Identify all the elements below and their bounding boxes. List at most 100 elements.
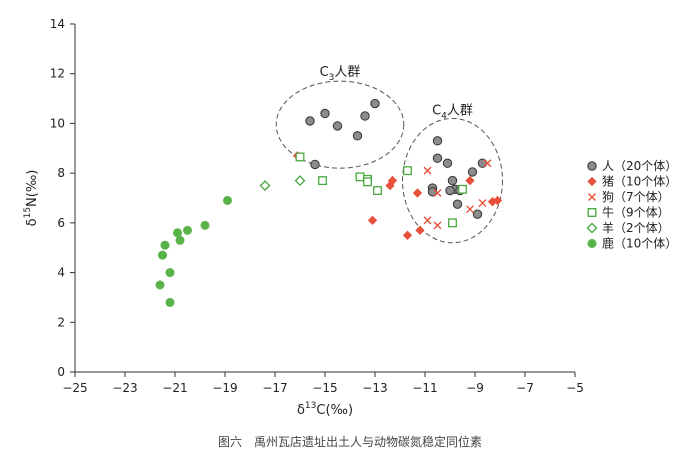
y-axis: 0 2 4 6 8 10 12 14 δ15N(‰) xyxy=(23,17,76,379)
data-point xyxy=(423,166,432,175)
x-tick-label: −15 xyxy=(312,381,337,395)
data-point xyxy=(465,175,475,186)
y-tick-label: 2 xyxy=(57,315,65,329)
data-point xyxy=(352,131,363,141)
legend-marker xyxy=(587,161,597,171)
data-point xyxy=(466,205,474,214)
legend-marker xyxy=(587,208,597,217)
y-tick-label: 10 xyxy=(50,116,65,130)
x-axis-label: δ13C(‰) xyxy=(297,401,353,418)
y-tick-label: 12 xyxy=(50,67,65,81)
group-annotations: C3人群 C4人群 xyxy=(275,65,503,244)
x-tick-label: −5 xyxy=(566,381,584,395)
data-point xyxy=(442,158,453,168)
legend-item: 猪（10个体） xyxy=(587,175,677,189)
legend-item: 牛（9个体） xyxy=(587,205,670,220)
y-tick-label: 0 xyxy=(57,365,65,379)
x-tick-label: −19 xyxy=(212,381,237,395)
data-points xyxy=(155,98,503,307)
data-point xyxy=(478,198,487,207)
x-tick-label: −21 xyxy=(162,381,187,395)
y-axis-label: δ15N(‰) xyxy=(23,170,40,227)
data-point xyxy=(467,167,478,177)
data-point xyxy=(183,225,193,235)
x-tick-label: −11 xyxy=(412,381,437,395)
data-point xyxy=(355,172,365,182)
legend: 人（20个体） 猪（10个体）狗（7个体）牛（9个体）羊（2个体）鹿（10个体） xyxy=(586,159,677,251)
data-point xyxy=(155,280,165,290)
data-point xyxy=(360,111,370,121)
data-point xyxy=(448,218,457,228)
data-point xyxy=(175,235,185,245)
data-point xyxy=(432,136,443,146)
x-tick-label: −25 xyxy=(62,381,87,395)
legend-label: 猪（10个体） xyxy=(602,175,677,189)
data-point xyxy=(373,186,382,195)
legend-label: 狗（7个体） xyxy=(602,190,670,204)
c4-group-label: C4人群 xyxy=(432,104,473,122)
data-point xyxy=(447,175,458,186)
series-4 xyxy=(259,175,306,192)
y-tick-label: 6 xyxy=(57,216,65,230)
c4-group-ellipse xyxy=(402,117,503,244)
data-point xyxy=(433,189,442,198)
data-point xyxy=(200,220,210,230)
data-point xyxy=(294,175,306,187)
data-point xyxy=(259,180,271,192)
x-tick-label: −7 xyxy=(516,381,534,395)
data-point xyxy=(310,159,320,170)
legend-item: 人（20个体） xyxy=(587,159,677,173)
data-point xyxy=(295,152,305,162)
c3-group-ellipse xyxy=(275,80,405,169)
data-point xyxy=(165,268,175,278)
legend-item: 鹿（10个体） xyxy=(587,236,677,251)
data-point xyxy=(165,297,175,307)
data-point xyxy=(412,188,423,198)
x-axis: −25 −23 −21 −19 −17 −15 −13 −11 −9 −7 −5 δ13C(‰) xyxy=(62,371,584,418)
data-point xyxy=(160,240,170,250)
data-point xyxy=(320,108,330,119)
data-point xyxy=(332,121,343,131)
x-tick-label: −23 xyxy=(112,381,137,395)
data-point xyxy=(318,176,327,186)
y-tick-label: 4 xyxy=(57,266,65,280)
data-point xyxy=(452,199,463,209)
series-5 xyxy=(155,195,233,307)
data-point xyxy=(432,153,443,163)
data-point xyxy=(305,116,315,126)
data-point xyxy=(363,177,372,187)
legend-marker xyxy=(587,176,597,187)
series-0 xyxy=(305,98,488,219)
y-tick-label: 14 xyxy=(50,17,65,31)
data-point xyxy=(367,215,378,226)
legend-item: 羊（2个体） xyxy=(586,220,670,235)
data-point xyxy=(483,159,492,168)
legend-marker xyxy=(586,222,598,234)
x-tick-label: −13 xyxy=(362,381,387,395)
data-point xyxy=(158,250,168,260)
data-point xyxy=(433,221,442,230)
data-point xyxy=(423,216,432,225)
legend-label: 鹿（10个体） xyxy=(602,236,677,251)
data-point xyxy=(173,228,183,238)
legend-marker xyxy=(588,193,596,201)
series-2 xyxy=(423,159,492,230)
data-point xyxy=(415,225,425,235)
data-point xyxy=(492,195,503,206)
scatter-chart: −25 −23 −21 −19 −17 −15 −13 −11 −9 −7 −5 δ13C(‰) 0 2… xyxy=(23,17,677,418)
figure-caption: 图六 禹州瓦店遗址出土人与动物碳氮稳定同位素 xyxy=(217,435,482,449)
series-1 xyxy=(292,151,503,240)
series-3 xyxy=(295,152,467,228)
data-point xyxy=(402,230,413,240)
data-point xyxy=(223,195,233,205)
x-tick-label: −9 xyxy=(466,381,484,395)
legend-label: 羊（2个体） xyxy=(602,220,670,235)
data-point xyxy=(370,98,380,109)
data-point xyxy=(458,184,467,194)
legend-marker xyxy=(587,239,597,249)
data-point xyxy=(445,185,455,196)
data-point xyxy=(472,209,483,219)
legend-label: 牛（9个体） xyxy=(602,205,670,220)
legend-item: 狗（7个体） xyxy=(588,190,670,204)
legend-label: 人（20个体） xyxy=(602,159,677,173)
